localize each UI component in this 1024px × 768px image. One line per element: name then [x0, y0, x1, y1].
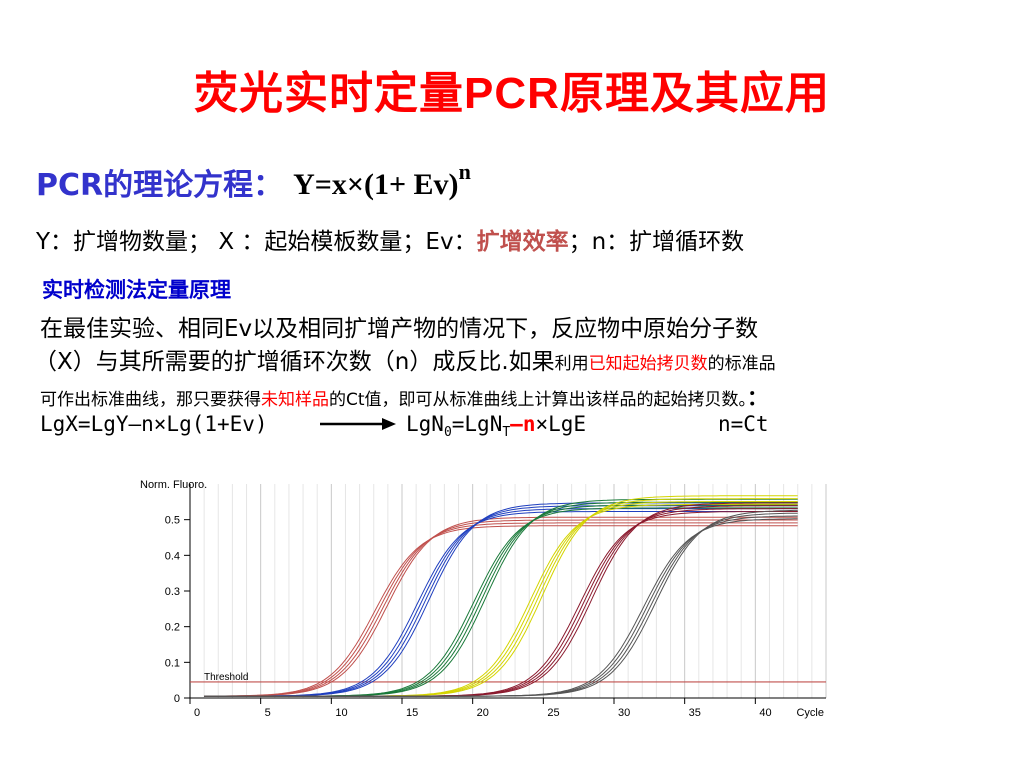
title-prefix: 荧光实时定量 — [194, 68, 465, 119]
x-tick-label: 20 — [477, 707, 489, 719]
y-tick-label: 0.5 — [165, 515, 180, 527]
formula-2: LgN0=LgNT–n×LgE — [406, 412, 586, 440]
principle-line-2: （X）与其所需要的扩增循环次数（n）成反比.如果利用已知起始拷贝数的标准品 — [34, 342, 776, 376]
threshold-label: Threshold — [204, 672, 248, 683]
variable-definitions: Y：扩增物数量； X ：起始模板数量；Ev：扩增效率；n：扩增循环数 — [36, 222, 744, 256]
principle-line-2-red: 已知起始拷贝数 — [588, 354, 708, 374]
principle-line-2-main: （X）与其所需要的扩增循环次数（n）成反比.如果 — [34, 349, 555, 375]
amplification-chart: 0 0.1 0.2 0.3 0.4 0.5 0 5 10 15 20 25 30 35 40 Norm. Fl… — [140, 479, 827, 719]
formula-2-d: ×LgE — [535, 412, 587, 436]
y-tick-label: 0.2 — [165, 622, 180, 634]
principle-line-3-colon: ： — [747, 386, 769, 410]
x-tick-label: 0 — [194, 707, 200, 719]
formula-3: n=Ct — [718, 412, 769, 436]
amplification-curve — [204, 509, 798, 697]
x-tick-label: 35 — [689, 707, 701, 719]
equation-exponent: n — [458, 158, 471, 184]
formula-2-a: LgN — [406, 412, 444, 436]
equation-formula: Y=x×(1+ Ev)n — [293, 159, 471, 201]
section-heading: 实时检测法定量原理 — [42, 278, 231, 302]
equation-line: PCR的理论方程： Y=x×(1+ Ev)n — [36, 159, 471, 204]
amplification-curve — [204, 502, 798, 697]
formula-2-n: n — [522, 412, 536, 436]
y-tick-label: 0.1 — [165, 657, 180, 669]
y-tick-label: 0.4 — [165, 550, 180, 562]
title-suffix: 原理及其应用 — [559, 68, 830, 119]
definitions-part1: Y：扩增物数量； X ：起始模板数量；Ev： — [36, 229, 477, 255]
y-axis-label: Norm. Fluoro. — [140, 479, 207, 491]
y-tick-label: 0.3 — [165, 586, 180, 598]
title-latin: PCR — [464, 69, 560, 118]
x-tick-label: 40 — [759, 707, 771, 719]
principle-line-1: 在最佳实验、相同Ev以及相同扩增产物的情况下，反应物中原始分子数 — [40, 316, 759, 342]
principle-line-3-red: 未知样品 — [261, 390, 329, 410]
y-tick-label: 0 — [174, 693, 180, 705]
amplification-curve — [204, 516, 798, 697]
amplification-curve — [204, 519, 798, 697]
x-axis-label: Cycle — [796, 707, 824, 719]
formula-1: LgX=LgY–n×Lg(1+Ev) — [40, 412, 268, 436]
equation-label: PCR的理论方程： — [36, 168, 284, 203]
formula-2-subT: T — [502, 425, 511, 441]
amplification-curve — [204, 525, 798, 697]
principle-line-3-a: 可作出标准曲线，那只要获得 — [40, 390, 261, 410]
definitions-part2: ；n：扩增循环数 — [568, 229, 745, 255]
slide-title: 荧光实时定量PCR原理及其应用 — [0, 66, 1024, 122]
x-tick-label: 25 — [547, 707, 559, 719]
formula-2-b: =LgN — [451, 412, 503, 436]
x-tick-label: 30 — [618, 707, 630, 719]
formula-2-c: – — [510, 412, 523, 436]
principle-line-2-small2: 的标准品 — [707, 354, 776, 374]
principle-line-3-b: 的Ct值，即可从标准曲线上计算出该样品的起始拷贝数。 — [329, 390, 748, 410]
formula-2-sub0: 0 — [443, 425, 452, 441]
amplification-curve — [204, 522, 798, 697]
principle-line-3: 可作出标准曲线，那只要获得未知样品的Ct值，即可从标准曲线上计算出该样品的起始拷… — [40, 382, 768, 412]
equation-formula-body: Y=x×(1+ Ev) — [293, 167, 459, 201]
definitions-highlight: 扩增效率 — [476, 229, 569, 255]
x-tick-label: 15 — [406, 707, 418, 719]
x-tick-label: 10 — [335, 707, 347, 719]
principle-line-2-small1: 利用 — [554, 354, 589, 374]
x-tick-label: 5 — [265, 707, 271, 719]
arrow-right-icon — [320, 418, 396, 430]
